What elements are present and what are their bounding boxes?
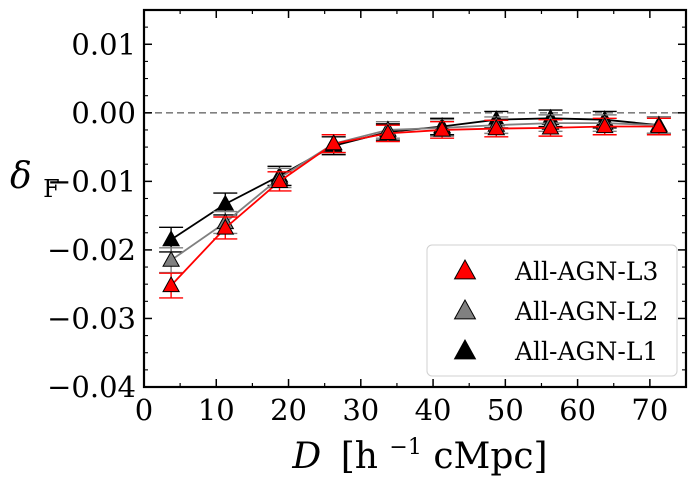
x-tick-label: 20 <box>270 393 307 427</box>
x-axis-title-unit-sup: −1 <box>389 435 421 460</box>
data-point-all-agn-l2 <box>162 250 181 267</box>
x-tick-label: 10 <box>198 393 235 427</box>
data-point-all-agn-l3 <box>162 276 181 293</box>
y-tick-label: −0.01 <box>47 164 136 198</box>
data-point-all-agn-l3 <box>595 116 614 134</box>
y-axis-title: δ F <box>10 156 60 203</box>
x-axis-title-unit-open: [h <box>341 436 378 477</box>
data-point-all-agn-l3 <box>324 134 343 151</box>
legend-label-all-agn-l1: All-AGN-L1 <box>514 337 658 366</box>
legend-marker-all-agn-l1 <box>453 338 477 360</box>
y-tick-label: 0.01 <box>71 27 136 61</box>
data-point-all-agn-l3 <box>433 120 452 137</box>
legend: All-AGN-L3 All-AGN-L2 All-AGN-L1 <box>426 244 678 377</box>
series-layer <box>159 108 671 299</box>
series-line-all-agn-l2 <box>170 122 659 261</box>
x-tick-label: 40 <box>415 393 452 427</box>
x-tick-label: 30 <box>342 393 379 427</box>
y-axis-title-main: δ <box>10 156 32 197</box>
y-tick-label: −0.03 <box>47 301 136 335</box>
legend-marker-all-agn-l3 <box>453 258 477 280</box>
ticks-layer: 0 10 20 30 40 50 60 70 0.01 0.00 −0.01 −0.02 −0.03 −0… <box>47 10 686 427</box>
legend-label-all-agn-l2: All-AGN-L2 <box>514 297 658 326</box>
series-line-all-agn-l3 <box>170 125 659 287</box>
series-line-all-agn-l1 <box>170 117 659 241</box>
series-all-agn-l3 <box>159 116 671 299</box>
y-axis-title-sub: F <box>43 175 60 203</box>
legend-box <box>426 244 678 377</box>
y-tick-label: −0.02 <box>47 233 136 267</box>
data-point-all-agn-l1 <box>216 194 235 211</box>
data-point-all-agn-l3 <box>216 218 235 235</box>
x-axis-title-main: D <box>291 436 321 477</box>
x-tick-label: 60 <box>559 393 596 427</box>
data-point-all-agn-l1 <box>162 230 181 247</box>
legend-marker-all-agn-l2 <box>453 298 477 320</box>
data-point-all-agn-l3 <box>487 119 506 136</box>
data-point-all-agn-l3 <box>270 171 289 188</box>
legend-label-all-agn-l3: All-AGN-L3 <box>514 257 658 286</box>
data-point-all-agn-l3 <box>649 116 668 134</box>
y-tick-label: −0.04 <box>47 370 136 404</box>
data-point-all-agn-l3 <box>378 123 397 141</box>
x-tick-label: 70 <box>631 393 668 427</box>
y-tick-label: 0.00 <box>71 96 136 130</box>
x-tick-label: 0 <box>135 393 153 427</box>
x-axis-title: D [h −1 cMpc] <box>291 422 547 477</box>
x-tick-label: 50 <box>487 393 524 427</box>
x-axis-title-unit-close: cMpc] <box>433 436 547 477</box>
data-point-all-agn-l3 <box>541 118 560 135</box>
